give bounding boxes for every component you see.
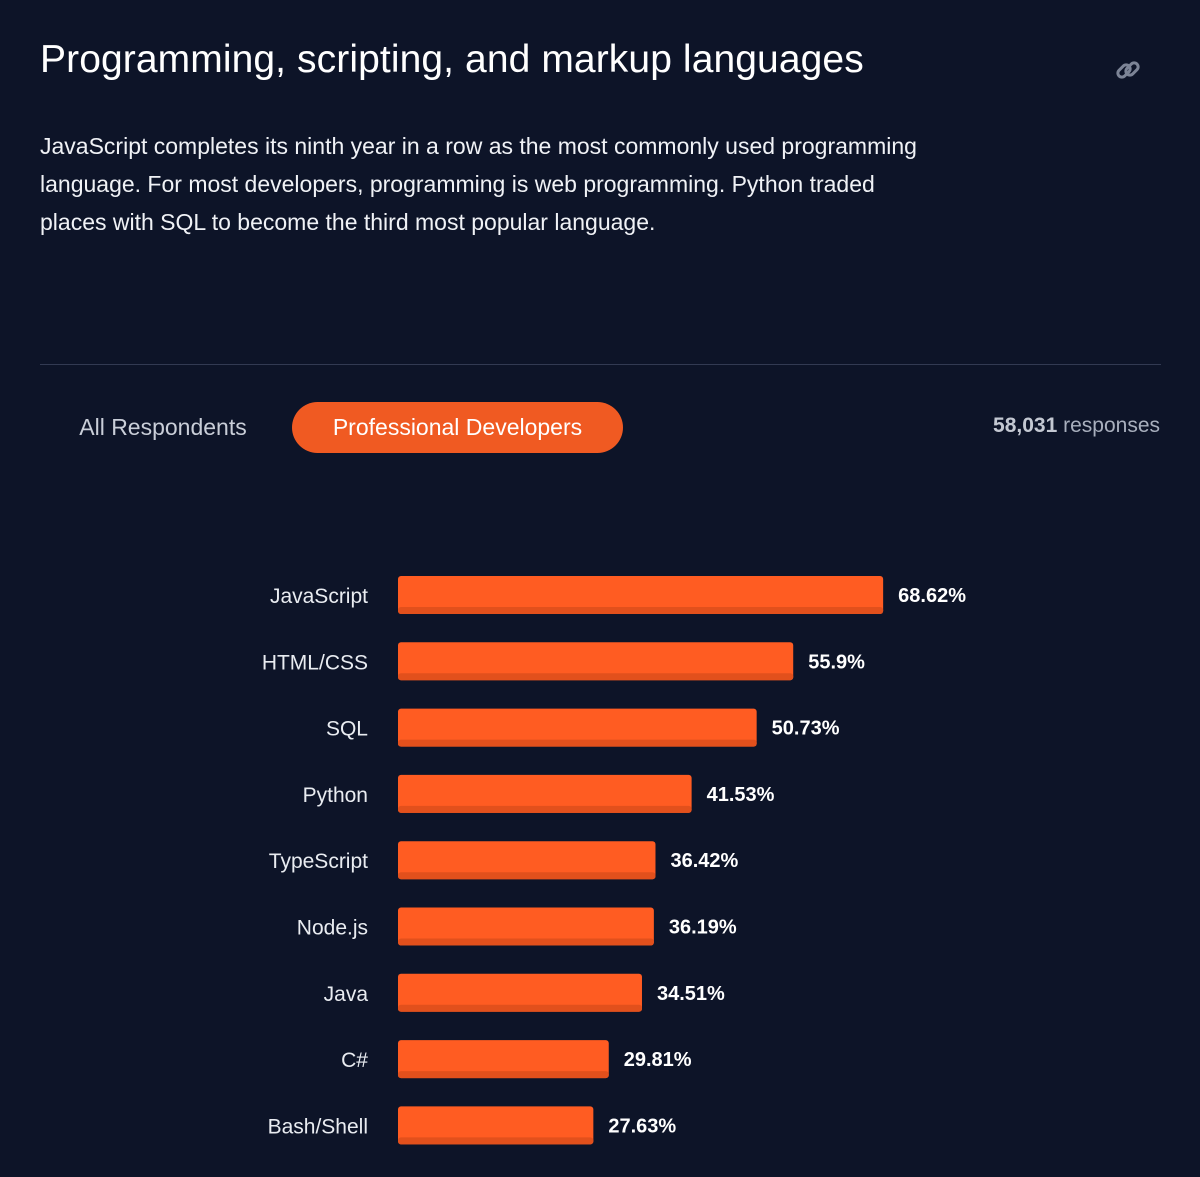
- value-label: 34.51%: [657, 983, 725, 1005]
- category-label: C#: [341, 1049, 368, 1072]
- bar: [398, 774, 692, 813]
- bar-shade: [398, 805, 692, 813]
- responses-number: 58,031: [993, 414, 1058, 437]
- bar-shade: [398, 1071, 609, 1079]
- divider: [40, 364, 1161, 365]
- bar-shade: [398, 938, 654, 946]
- bar: [398, 708, 757, 747]
- copy-link-button[interactable]: [1112, 54, 1144, 86]
- link-icon: [1116, 61, 1140, 79]
- value-label: 36.42%: [670, 850, 738, 872]
- languages-bar-chart: JavaScript 68.62% HTML/CSS 55.9% SQL 50.73% Py…: [262, 576, 966, 1145]
- bar: [398, 841, 656, 880]
- value-label: 29.81%: [624, 1049, 692, 1071]
- bar: [398, 1040, 609, 1079]
- tab-professional-developers[interactable]: Professional Developers: [292, 402, 623, 453]
- category-label: TypeScript: [269, 850, 368, 873]
- bar: [398, 1106, 594, 1145]
- value-label: 36.19%: [669, 917, 737, 939]
- category-label: HTML/CSS: [262, 651, 368, 674]
- bar-shade: [398, 673, 794, 681]
- category-label: Python: [303, 784, 368, 807]
- responses-count: 58,031 responses: [993, 414, 1160, 438]
- tab-all-respondents[interactable]: All Respondents: [79, 414, 247, 440]
- value-label: 50.73%: [772, 718, 840, 740]
- category-label: JavaScript: [270, 585, 368, 608]
- bar: [398, 973, 642, 1012]
- section-title: Programming, scripting, and markup langu…: [40, 38, 864, 81]
- bar: [398, 576, 884, 614]
- category-label: Bash/Shell: [268, 1115, 368, 1138]
- value-label: 68.62%: [898, 585, 966, 607]
- bar-shade: [398, 1137, 594, 1145]
- category-label: Java: [324, 983, 369, 1006]
- bar: [398, 907, 654, 946]
- bar-shade: [398, 607, 884, 614]
- value-label: 41.53%: [707, 784, 775, 806]
- bar: [398, 642, 794, 681]
- bar-shade: [398, 1004, 642, 1012]
- section-description: JavaScript completes its ninth year in a…: [40, 133, 917, 235]
- bar-shade: [398, 739, 757, 747]
- bar-shade: [398, 872, 656, 880]
- responses-label: responses: [1063, 414, 1160, 437]
- category-label: Node.js: [297, 917, 368, 940]
- value-label: 27.63%: [608, 1115, 676, 1137]
- category-label: SQL: [326, 718, 368, 741]
- value-label: 55.9%: [808, 651, 865, 673]
